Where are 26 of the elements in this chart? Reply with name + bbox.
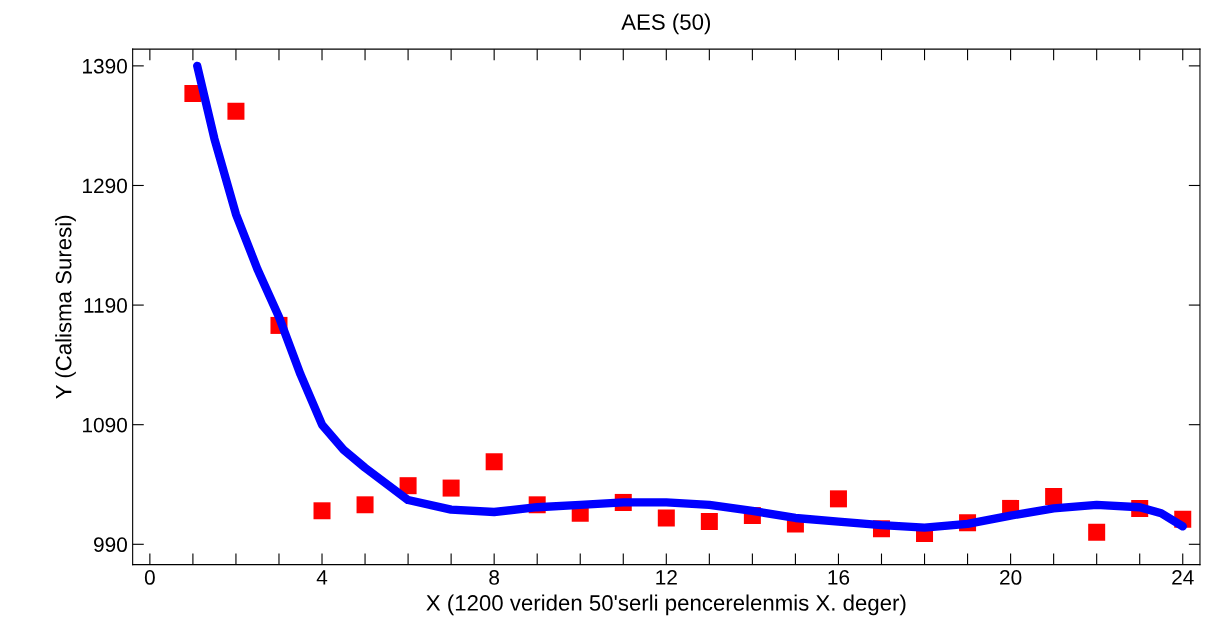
y-tick-label: 1390 (83, 58, 127, 74)
x-tick-label: 4 (316, 570, 328, 585)
x-tick-label: 12 (656, 570, 677, 585)
point (313, 502, 331, 520)
point (1088, 523, 1106, 541)
chart-title: AES (50) (621, 13, 711, 35)
x-axis-title: X (1200 veriden 50'serli pencerelenmis X. deger) (426, 594, 906, 616)
point (657, 509, 675, 527)
point (700, 513, 718, 531)
y-axis-title: Y (Calisma Suresi) (55, 215, 76, 399)
y-tick-label: 990 (94, 537, 127, 553)
x-tick-label: 8 (489, 570, 500, 585)
point (227, 102, 245, 120)
x-tick-label: 24 (1172, 570, 1194, 585)
y-tick-label: 1090 (83, 417, 127, 433)
x-tick-label: 0 (144, 570, 155, 585)
x-tick-label: 16 (828, 570, 850, 585)
point (485, 453, 503, 471)
point (442, 479, 460, 497)
point (829, 490, 847, 508)
y-tick-label: 1290 (83, 178, 127, 194)
x-tick-label: 20 (1000, 570, 1022, 585)
y-tick-label: 1190 (84, 298, 127, 313)
point (356, 496, 374, 514)
point (1045, 487, 1063, 505)
point (399, 477, 417, 495)
